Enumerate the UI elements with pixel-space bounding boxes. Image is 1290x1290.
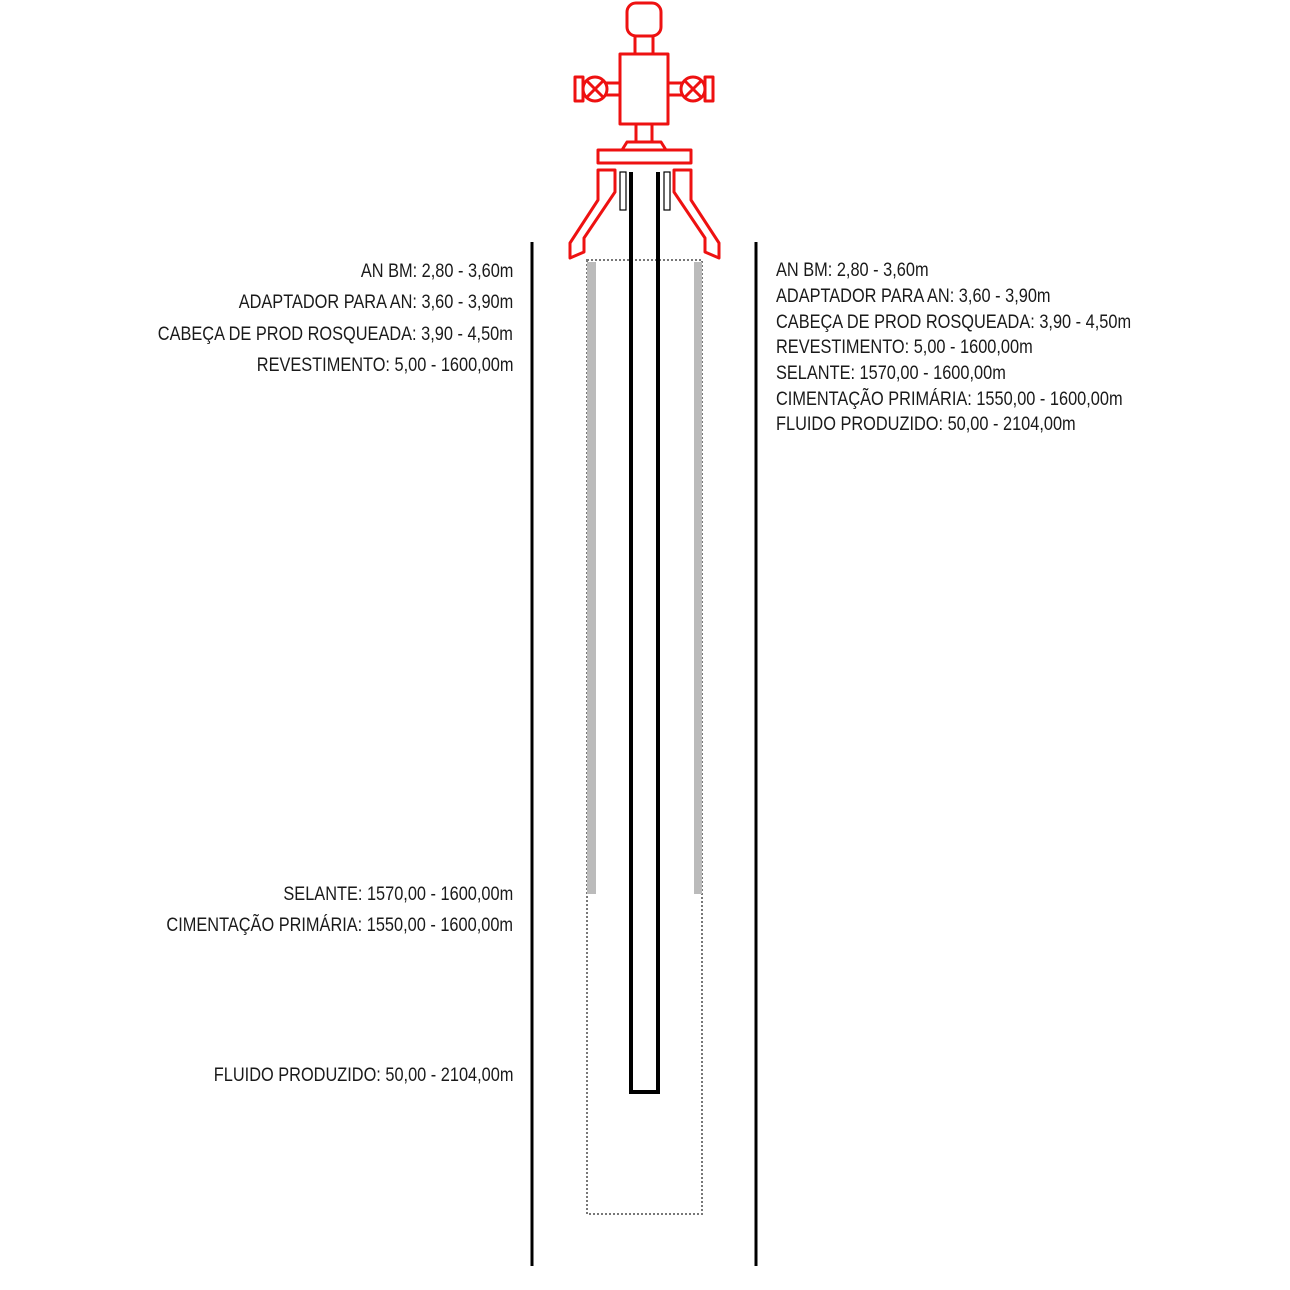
valve-right-icon: [679, 75, 707, 103]
valve-left-icon: [581, 75, 609, 103]
wellhead-lower-neck: [634, 122, 654, 144]
left-label-selante: SELANTE: 1570,00 - 1600,00m: [283, 884, 513, 905]
casing-outline: [586, 259, 703, 1215]
left-label-fluido: FLUIDO PRODUZIDO: 50,00 - 2104,00m: [213, 1065, 513, 1086]
right-label-cabeca: CABEÇA DE PROD ROSQUEADA: 3,90 - 4,50m: [776, 312, 1132, 333]
wellhead: [568, 1, 721, 260]
right-label-fluido: FLUIDO PRODUZIDO: 50,00 - 2104,00m: [776, 414, 1076, 435]
tubing-hanger-left: [619, 171, 627, 211]
production-tubing: [629, 172, 660, 1094]
right-label-an-bm: AN BM: 2,80 - 3,60m: [776, 260, 929, 281]
right-label-selante: SELANTE: 1570,00 - 1600,00m: [776, 363, 1006, 384]
right-label-adaptador: ADAPTADOR PARA AN: 3,60 - 3,90m: [776, 286, 1051, 307]
cement-band-left: [587, 262, 596, 894]
wellhead-spool-right: [672, 168, 721, 260]
left-label-cimentacao: CIMENTAÇÃO PRIMÁRIA: 1550,00 - 1600,00m: [166, 915, 513, 936]
right-label-revestimento: REVESTIMENTO: 5,00 - 1600,00m: [776, 337, 1033, 358]
left-label-an-bm: AN BM: 2,80 - 3,60m: [360, 261, 513, 282]
left-label-cabeca: CABEÇA DE PROD ROSQUEADA: 3,90 - 4,50m: [157, 324, 513, 345]
right-label-cimentacao: CIMENTAÇÃO PRIMÁRIA: 1550,00 - 1600,00m: [776, 389, 1123, 410]
tubing-hanger-right: [663, 171, 671, 211]
left-label-revestimento: REVESTIMENTO: 5,00 - 1600,00m: [256, 355, 513, 376]
wellhead-body: [618, 52, 670, 126]
wellhead-flange: [596, 148, 693, 165]
wellhead-top-cap: [625, 1, 663, 38]
left-label-adaptador: ADAPTADOR PARA AN: 3,60 - 3,90m: [238, 292, 513, 313]
wellhead-spool-left: [568, 168, 617, 260]
cement-band-right: [694, 262, 702, 894]
wellhead-neck: [633, 34, 655, 56]
